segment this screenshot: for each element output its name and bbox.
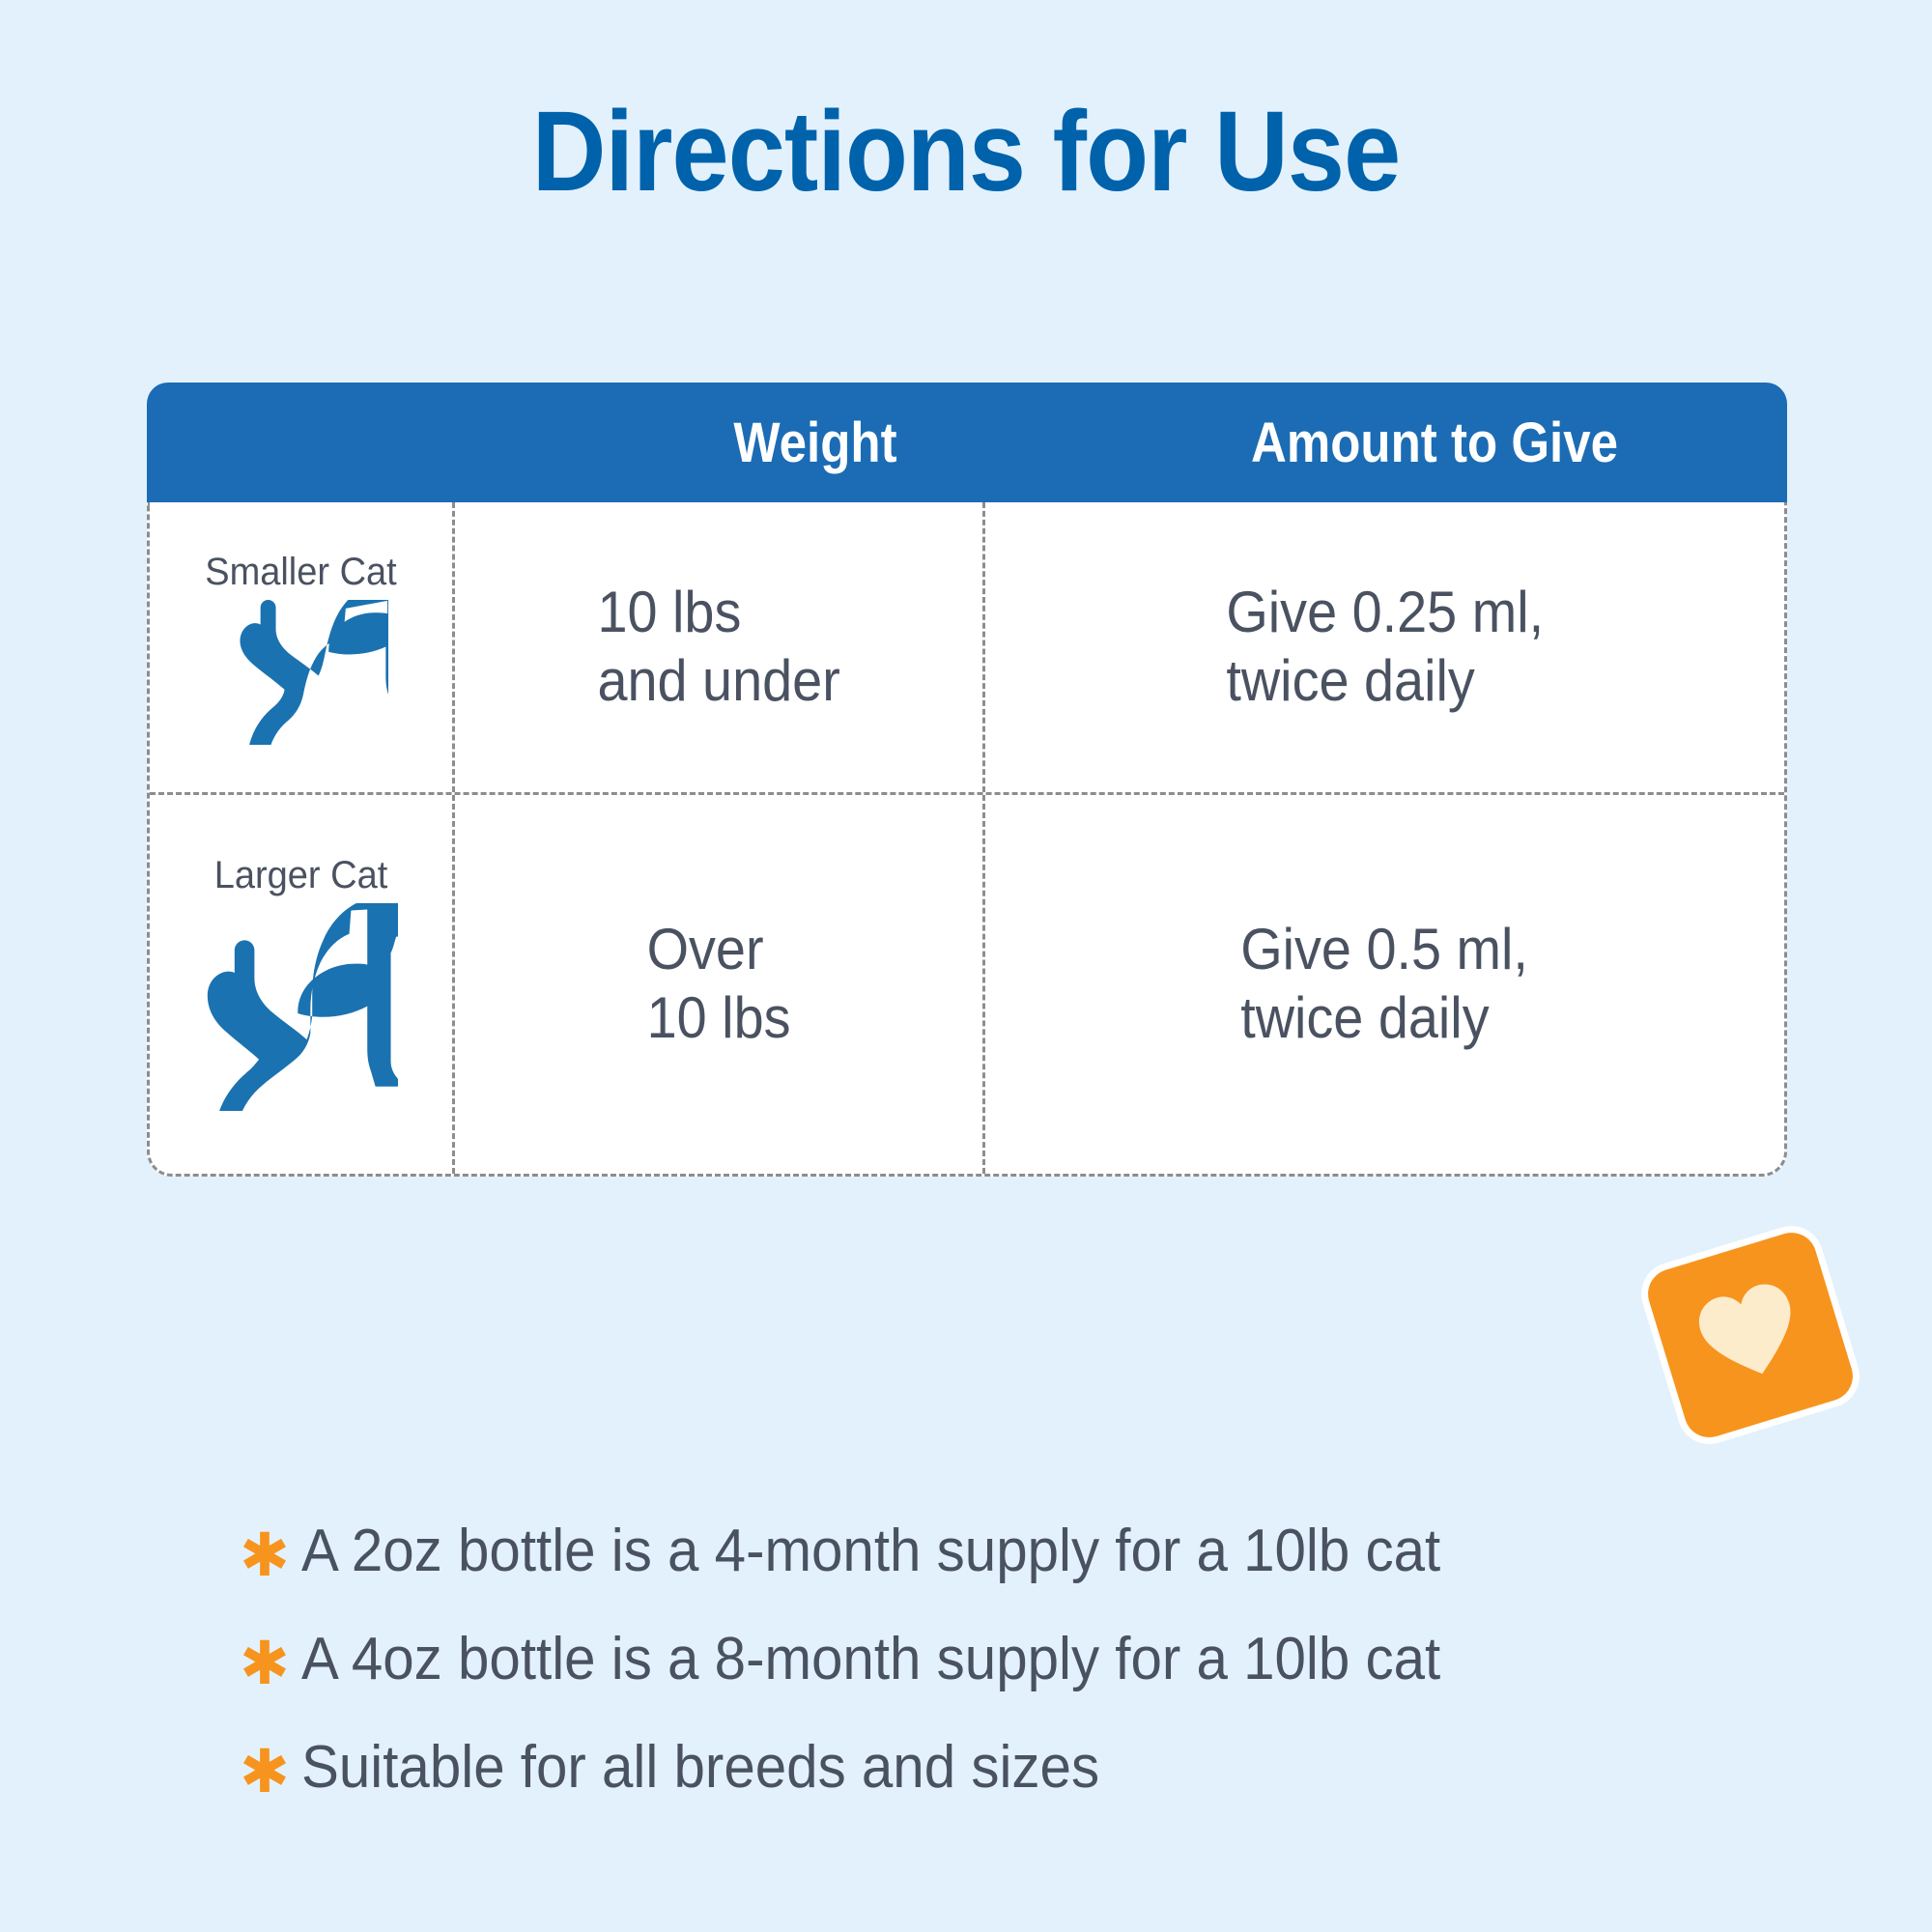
list-item: ✱ A 4oz bottle is a 8-month supply for a…	[240, 1626, 1882, 1697]
asterisk-bullet-icon: ✱	[240, 1739, 290, 1805]
table-row: Smaller Cat 10 lbs and under Give 0.25 m…	[150, 502, 1784, 792]
table-row: Larger Cat Over 10 lbs Give 0.5 ml, twic…	[150, 792, 1784, 1174]
bullet-text: A 4oz bottle is a 8-month supply for a 1…	[301, 1626, 1441, 1692]
weight-line: and under	[597, 648, 840, 713]
amount-line: Give 0.25 ml,	[1226, 580, 1544, 645]
large-cat-icon	[205, 874, 430, 1159]
list-item: ✱ A 2oz bottle is a 4-month supply for a…	[240, 1518, 1882, 1589]
list-item: ✱ Suitable for all breeds and sizes	[240, 1734, 1882, 1805]
asterisk-bullet-icon: ✱	[240, 1631, 290, 1697]
heart-badge	[1641, 1226, 1860, 1444]
weight-line: Over	[646, 917, 764, 982]
asterisk-bullet-icon: ✱	[240, 1522, 290, 1589]
table-cell-animal: Larger Cat	[150, 795, 452, 1174]
animal-label-larger-cat: Larger Cat	[213, 853, 388, 896]
heart-icon	[1689, 1274, 1813, 1397]
bullet-list: ✱ A 2oz bottle is a 4-month supply for a…	[240, 1518, 1882, 1843]
dosage-table: Weight Amount to Give Smaller Cat 10 lbs…	[147, 383, 1787, 1177]
weight-value: Over 10 lbs	[647, 916, 791, 1053]
table-cell-amount: Give 0.5 ml, twice daily	[985, 795, 1784, 1174]
amount-line: twice daily	[1240, 985, 1491, 1050]
amount-line: twice daily	[1226, 648, 1475, 713]
table-header-amount: Amount to Give	[1251, 411, 1618, 474]
weight-value: 10 lbs and under	[597, 579, 839, 716]
table-cell-weight: Over 10 lbs	[452, 795, 985, 1174]
bullet-text: Suitable for all breeds and sizes	[301, 1734, 1100, 1801]
animal-label-smaller-cat: Smaller Cat	[205, 551, 397, 593]
amount-value: Give 0.25 ml, twice daily	[1226, 579, 1544, 716]
table-cell-weight: 10 lbs and under	[452, 502, 985, 792]
weight-line: 10 lbs	[597, 580, 742, 645]
table-header-row: Weight Amount to Give	[147, 383, 1787, 502]
table-header-weight: Weight	[733, 411, 897, 474]
table-body: Smaller Cat 10 lbs and under Give 0.25 m…	[147, 502, 1787, 1177]
bullet-text: A 2oz bottle is a 4-month supply for a 1…	[301, 1518, 1441, 1584]
table-cell-animal: Smaller Cat	[150, 502, 452, 792]
table-cell-amount: Give 0.25 ml, twice daily	[985, 502, 1784, 792]
amount-line: Give 0.5 ml,	[1240, 917, 1529, 982]
weight-line: 10 lbs	[646, 985, 791, 1050]
amount-value: Give 0.5 ml, twice daily	[1241, 916, 1529, 1053]
page-title: Directions for Use	[531, 88, 1401, 215]
small-cat-icon	[214, 553, 436, 775]
